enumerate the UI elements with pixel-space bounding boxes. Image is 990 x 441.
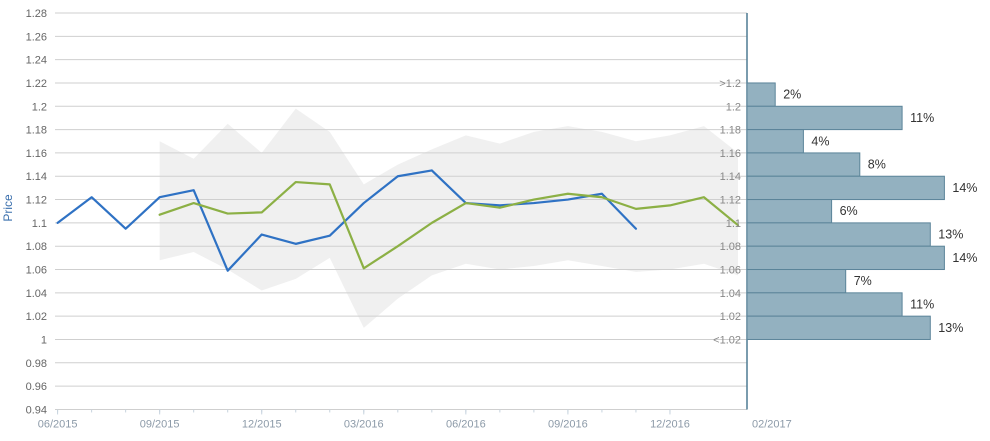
svg-text:1.28: 1.28 <box>26 8 47 20</box>
svg-text:1: 1 <box>41 334 47 346</box>
svg-text:1.2: 1.2 <box>32 101 47 113</box>
svg-text:1.1: 1.1 <box>32 218 47 230</box>
svg-text:06/2015: 06/2015 <box>38 418 78 430</box>
svg-text:13%: 13% <box>938 228 963 242</box>
svg-text:1.08: 1.08 <box>26 241 47 253</box>
svg-text:13%: 13% <box>938 321 963 335</box>
svg-text:11%: 11% <box>910 298 934 312</box>
svg-text:1.18: 1.18 <box>720 125 741 137</box>
svg-text:>1.2: >1.2 <box>719 78 741 90</box>
svg-text:06/2016: 06/2016 <box>446 418 486 430</box>
svg-text:1.2: 1.2 <box>726 101 741 113</box>
svg-text:1.06: 1.06 <box>720 265 741 277</box>
svg-text:1.16: 1.16 <box>720 148 741 160</box>
svg-text:Price: Price <box>1 194 15 222</box>
svg-text:1.26: 1.26 <box>26 31 47 43</box>
svg-text:1.14: 1.14 <box>720 171 741 183</box>
svg-text:1.04: 1.04 <box>26 288 47 300</box>
svg-text:1.12: 1.12 <box>720 195 741 207</box>
svg-text:1.16: 1.16 <box>26 148 47 160</box>
svg-text:0.98: 0.98 <box>26 358 47 370</box>
svg-text:09/2015: 09/2015 <box>140 418 180 430</box>
svg-text:1.18: 1.18 <box>26 125 47 137</box>
svg-text:14%: 14% <box>952 251 977 265</box>
svg-text:6%: 6% <box>840 204 858 218</box>
svg-text:1.02: 1.02 <box>26 311 47 323</box>
svg-text:1.04: 1.04 <box>720 288 741 300</box>
svg-text:1.08: 1.08 <box>720 241 741 253</box>
svg-text:02/2017: 02/2017 <box>752 418 792 430</box>
svg-text:03/2016: 03/2016 <box>344 418 384 430</box>
svg-text:12/2015: 12/2015 <box>242 418 282 430</box>
svg-text:1.14: 1.14 <box>26 171 47 183</box>
svg-text:09/2016: 09/2016 <box>548 418 588 430</box>
svg-text:1.1: 1.1 <box>726 218 741 230</box>
svg-text:8%: 8% <box>868 158 886 172</box>
svg-text:7%: 7% <box>854 274 872 288</box>
svg-text:14%: 14% <box>952 181 977 195</box>
svg-text:2%: 2% <box>783 88 801 102</box>
svg-text:1.12: 1.12 <box>26 195 47 207</box>
svg-text:0.96: 0.96 <box>26 381 47 393</box>
svg-text:1.22: 1.22 <box>26 78 47 90</box>
svg-text:4%: 4% <box>811 134 829 148</box>
svg-text:1.06: 1.06 <box>26 265 47 277</box>
svg-text:1.24: 1.24 <box>26 55 47 67</box>
svg-text:12/2016: 12/2016 <box>650 418 690 430</box>
svg-text:1.02: 1.02 <box>720 311 741 323</box>
svg-text:11%: 11% <box>910 111 934 125</box>
svg-text:<1.02: <1.02 <box>713 334 741 346</box>
svg-text:0.94: 0.94 <box>26 404 47 416</box>
